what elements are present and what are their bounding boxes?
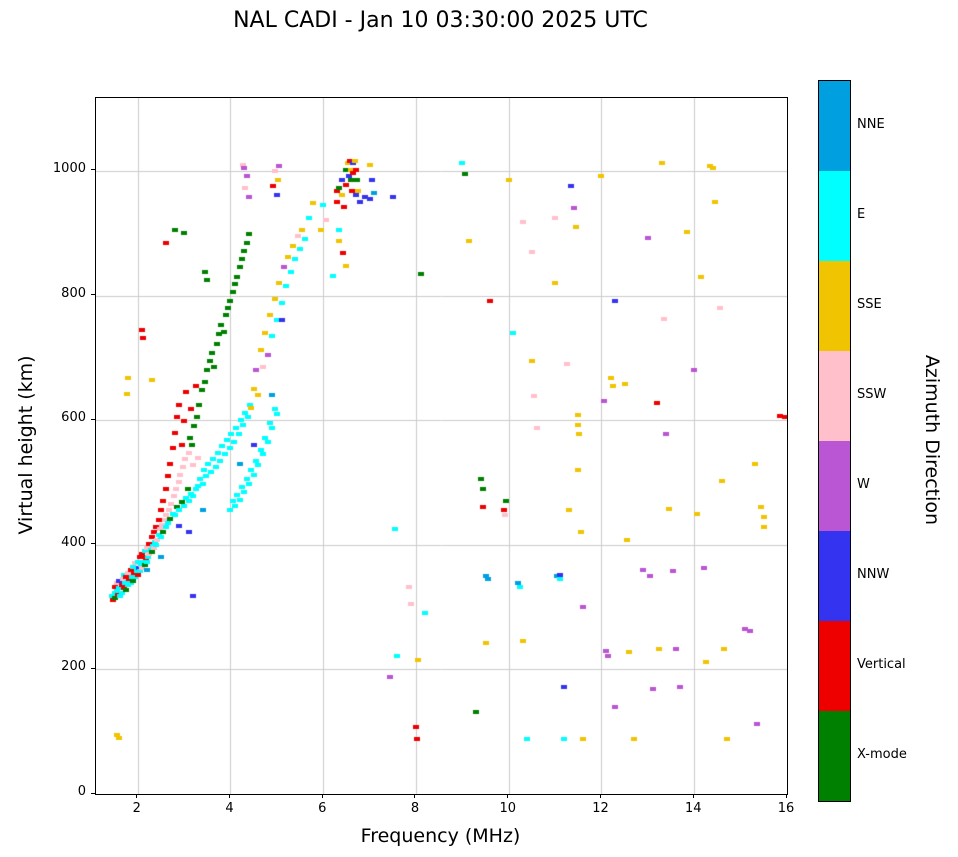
y-axis-label: Virtual height (km) xyxy=(15,355,37,535)
colorbar-segment-nnw xyxy=(819,531,850,621)
y-tick-mark xyxy=(91,294,95,296)
colorbar-label-sse: SSE xyxy=(857,297,882,312)
scatter-plot-canvas xyxy=(96,98,787,794)
chart-title: NAL CADI - Jan 10 03:30:00 2025 UTC xyxy=(233,8,648,33)
x-tick-label: 10 xyxy=(499,801,516,816)
colorbar-segment-x-mode xyxy=(819,711,850,801)
x-tick-mark xyxy=(785,794,787,798)
y-tick-mark xyxy=(91,792,95,794)
colorbar-label-w: W xyxy=(857,477,870,492)
x-tick-label: 12 xyxy=(592,801,609,816)
plot-area xyxy=(95,97,788,795)
colorbar-label-nnw: NNW xyxy=(857,567,890,582)
colorbar-label-ssw: SSW xyxy=(857,387,887,402)
colorbar-segment-vertical xyxy=(819,621,850,711)
colorbar-segment-ssw xyxy=(819,351,850,441)
x-tick-label: 14 xyxy=(684,801,702,816)
y-tick-label: 800 xyxy=(61,285,86,301)
x-tick-mark xyxy=(507,794,509,798)
x-tick-label: 4 xyxy=(225,801,234,816)
colorbar-axis-label: Azimuth Direction xyxy=(921,354,943,526)
y-tick-label: 0 xyxy=(77,784,86,799)
azimuth-colorbar xyxy=(818,80,851,802)
x-tick-mark xyxy=(692,794,694,798)
colorbar-label-vertical: Vertical xyxy=(857,657,906,672)
colorbar-segment-e xyxy=(819,171,850,261)
colorbar-label-e: E xyxy=(857,207,866,222)
colorbar-label-x-mode: X-mode xyxy=(857,747,907,762)
y-tick-mark xyxy=(91,418,95,420)
x-tick-mark xyxy=(136,794,138,798)
colorbar-segment-w xyxy=(819,441,850,531)
y-tick-label: 400 xyxy=(61,534,86,550)
x-axis-label: Frequency (MHz) xyxy=(360,825,521,847)
x-tick-mark xyxy=(414,794,416,798)
colorbar-segment-sse xyxy=(819,261,850,351)
y-tick-mark xyxy=(91,543,95,545)
x-tick-mark xyxy=(228,794,230,798)
x-tick-label: 16 xyxy=(777,801,795,816)
x-tick-mark xyxy=(599,794,601,798)
y-tick-label: 200 xyxy=(61,659,86,675)
x-tick-label: 8 xyxy=(410,801,420,816)
x-tick-label: 6 xyxy=(318,801,327,816)
y-tick-mark xyxy=(91,169,95,171)
y-tick-mark xyxy=(91,667,95,669)
y-tick-label: 600 xyxy=(61,410,86,426)
colorbar-label-nne: NNE xyxy=(857,117,885,132)
x-tick-label: 2 xyxy=(132,801,141,816)
y-tick-label: 1000 xyxy=(52,160,86,176)
x-tick-mark xyxy=(321,794,323,798)
colorbar-segment-nne xyxy=(819,81,850,171)
